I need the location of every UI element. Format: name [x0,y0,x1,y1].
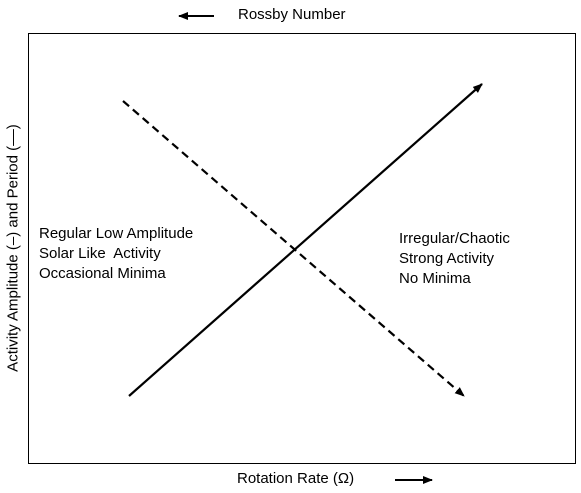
left-region-line: Occasional Minima [39,265,166,282]
rotation-rate-label: Rotation Rate (Ω) [237,470,355,487]
diagram-frame [28,33,576,464]
right-region-line: No Minima [399,270,471,287]
right-region-line: Irregular/Chaotic [399,230,510,247]
right-region-line: Strong Activity [399,250,495,267]
left-region-line: Solar Like Activity [39,245,161,262]
right-region-description: Irregular/Chaotic Strong Activity No Min… [399,229,510,289]
left-region-description: Regular Low Amplitude Solar Like Activit… [39,224,193,284]
period-dashed-line [122,100,465,397]
activity-amplitude-line [128,83,483,397]
left-region-line: Regular Low Amplitude [39,225,194,242]
y-axis-label: Activity Amplitude (–) and Period (––) [4,124,22,372]
rossby-number-label: Rossby Number [238,6,346,23]
